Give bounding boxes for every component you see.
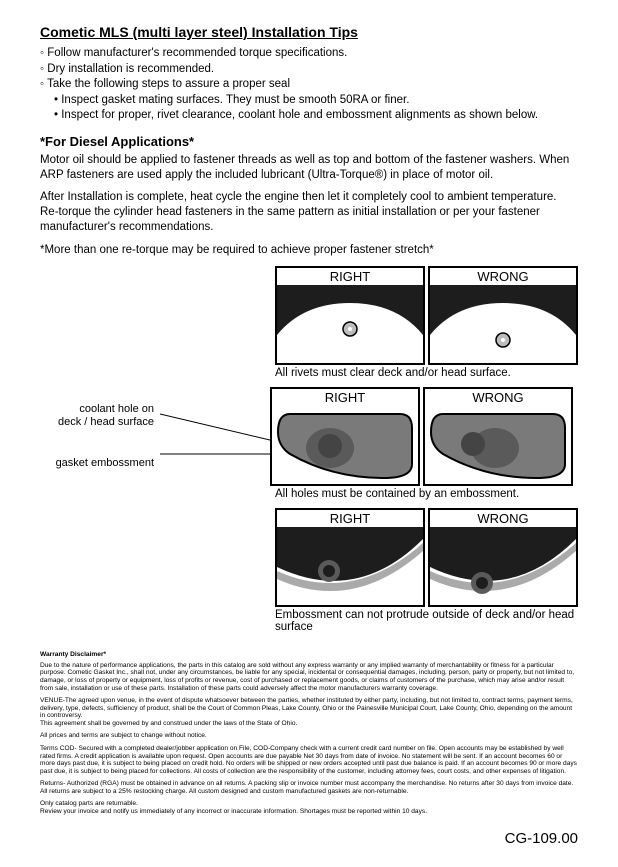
wrong-label: WRONG <box>430 268 576 285</box>
disclaimer-head: Warranty Disclaimer* <box>40 651 578 659</box>
annotation-lines <box>160 392 270 482</box>
caption-embossment: All holes must be contained by an emboss… <box>275 488 578 500</box>
bullet-sub-item: • Inspect for proper, rivet clearance, c… <box>40 108 578 124</box>
disclaimer-para: VENUE-The agreed upon venue, in the even… <box>40 697 578 727</box>
right-label: RIGHT <box>277 510 423 527</box>
diagram-wrong-protrude: WRONG <box>428 508 578 607</box>
page-footer-code: CG-109.00 <box>40 830 578 847</box>
diagram-wrong-rivets: WRONG <box>428 266 578 365</box>
diagram-row-rivets: RIGHT WRONG <box>40 266 578 379</box>
right-label: RIGHT <box>277 268 423 285</box>
diagram-wrong-embossment: WRONG <box>423 387 573 486</box>
diesel-para-2: After Installation is complete, heat cyc… <box>40 190 578 235</box>
disclaimer-para: Due to the nature of performance applica… <box>40 662 578 692</box>
bullet-sub-item: • Inspect gasket mating surfaces. They m… <box>40 93 578 109</box>
diagram-right-rivets: RIGHT <box>275 266 425 365</box>
diagram-row-protrude: RIGHT WRONG <box>40 508 578 633</box>
disclaimer-para: Returns- Authorized (RGA) must be obtain… <box>40 780 578 795</box>
annotation-labels: coolant hole on deck / head surface gask… <box>40 403 160 471</box>
bullet-item: ◦ Follow manufacturer's recommended torq… <box>40 46 578 62</box>
disclaimer-para: All prices and terms are subject to chan… <box>40 732 578 740</box>
bullet-item: ◦ Take the following steps to assure a p… <box>40 77 578 93</box>
diagrams: RIGHT WRONG <box>40 266 578 633</box>
disclaimer-para: Only catalog parts are returnable. Revie… <box>40 800 578 815</box>
wrong-label: WRONG <box>425 389 571 406</box>
caption-rivets: All rivets must clear deck and/or head s… <box>275 367 578 379</box>
diesel-para-1: Motor oil should be applied to fastener … <box>40 153 578 183</box>
bullet-item: ◦ Dry installation is recommended. <box>40 62 578 78</box>
diagram-right-embossment: RIGHT <box>270 387 420 486</box>
caption-protrude: Embossment can not protrude outside of d… <box>275 609 578 633</box>
diagram-right-protrude: RIGHT <box>275 508 425 607</box>
wrong-label: WRONG <box>430 510 576 527</box>
right-label: RIGHT <box>272 389 418 406</box>
diesel-heading: *For Diesel Applications* <box>40 134 578 149</box>
diagram-row-embossment: coolant hole on deck / head surface gask… <box>40 387 578 500</box>
disclaimer-para: Terms COD- Secured with a completed deal… <box>40 745 578 775</box>
warranty-disclaimer: Warranty Disclaimer* Due to the nature o… <box>40 651 578 815</box>
page-title: Cometic MLS (multi layer steel) Installa… <box>40 24 578 40</box>
bullet-list: ◦ Follow manufacturer's recommended torq… <box>40 46 578 124</box>
diesel-para-3: *More than one re-torque may be required… <box>40 243 578 258</box>
